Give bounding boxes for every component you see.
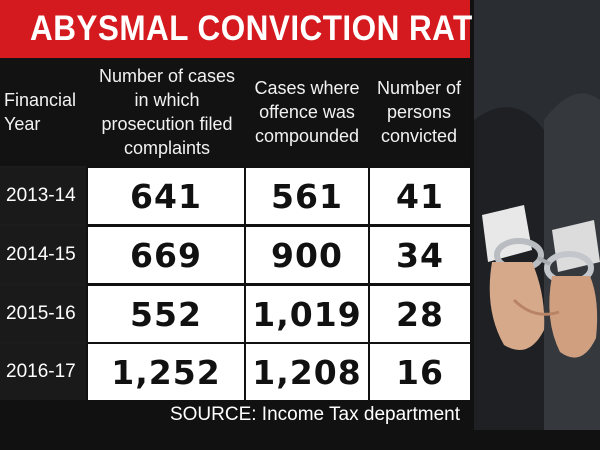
header-cases-filed: Number of cases in which prosecution fil…: [98, 66, 236, 158]
data-table: Financial Year Number of cases in which …: [0, 58, 470, 450]
table-header-row: Financial Year Number of cases in which …: [0, 58, 470, 166]
handcuffed-hands-image: [474, 0, 600, 430]
cases-filed-cell: 669: [88, 227, 244, 283]
persons-convicted-cell: 41: [370, 168, 470, 224]
header-persons-convicted: Number of persons convicted: [376, 78, 462, 146]
cases-filed-cell: 1,252: [88, 344, 244, 400]
year-cell: 2016-17: [0, 344, 86, 400]
table-row: 2014-15 669 900 34: [0, 227, 470, 283]
cases-compounded-cell: 900: [246, 227, 368, 283]
year-cell: 2015-16: [0, 286, 86, 342]
cases-compounded-cell: 561: [246, 168, 368, 224]
year-cell: 2013-14: [0, 168, 86, 224]
cases-compounded-cell: 1,208: [246, 344, 368, 400]
year-cell: 2014-15: [0, 227, 86, 283]
header-financial-year: Financial Year: [4, 90, 77, 134]
source-note: SOURCE: Income Tax department: [169, 404, 460, 425]
table-row: 2013-14 641 561 41: [0, 168, 470, 224]
cases-compounded-cell: 1,019: [246, 286, 368, 342]
cases-filed-cell: 552: [88, 286, 244, 342]
cases-filed-cell: 641: [88, 168, 244, 224]
persons-convicted-cell: 28: [370, 286, 470, 342]
title-bar: ABYSMAL CONVICTION RATE: [0, 0, 494, 58]
header-cases-compounded: Cases where offence was compounded: [254, 78, 360, 146]
persons-convicted-cell: 16: [370, 344, 470, 400]
page-title: ABYSMAL CONVICTION RATE: [30, 9, 495, 48]
persons-convicted-cell: 34: [370, 227, 470, 283]
table-row: 2015-16 552 1,019 28: [0, 286, 470, 342]
table-row: 2016-17 1,252 1,208 16: [0, 344, 470, 400]
handcuffed-hands-icon: [474, 0, 600, 430]
